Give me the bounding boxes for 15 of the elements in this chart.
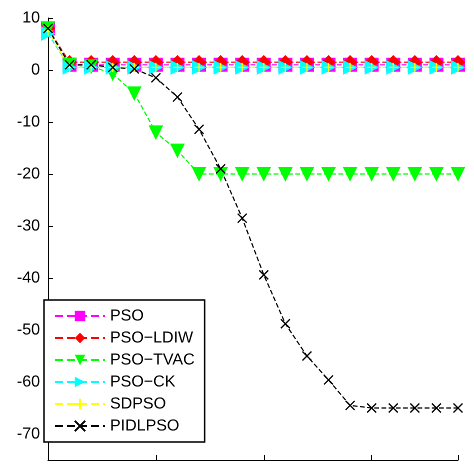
legend-label: PIDLPSO (110, 418, 180, 434)
legend-label: PSO−LDIW (110, 330, 194, 346)
y-tick-label: -70 (16, 426, 40, 442)
y-tick-label: -30 (16, 218, 40, 234)
legend-label: PSO−TVAC (110, 352, 195, 368)
legend-label: PSO (110, 308, 144, 324)
legend-label: SDPSO (110, 396, 166, 412)
y-tick-label: -50 (16, 322, 40, 338)
legend-label: PSO−CK (110, 374, 176, 390)
y-tick-label: 0 (31, 62, 40, 78)
y-tick-label: -20 (16, 166, 40, 182)
y-tick-label: -10 (16, 114, 40, 130)
y-tick-label: -60 (16, 374, 40, 390)
y-tick-label: -40 (16, 270, 40, 286)
y-tick-label: 10 (22, 10, 40, 26)
